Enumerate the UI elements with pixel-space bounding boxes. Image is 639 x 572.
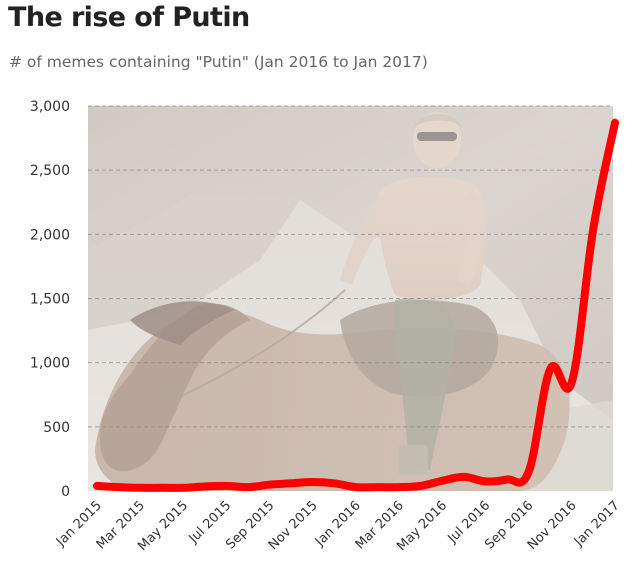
- x-tick-label: Jan 2017: [571, 498, 623, 550]
- series-layer: [93, 118, 619, 492]
- y-tick-label: 3,000: [30, 99, 70, 115]
- chart-subtitle: # of memes containing "Putin" (Jan 2016 …: [9, 53, 428, 71]
- y-tick-label: 0: [61, 484, 70, 500]
- y-tick-label: 2,000: [30, 227, 70, 243]
- y-tick-label: 2,500: [30, 163, 70, 179]
- y-tick-label: 1,500: [30, 292, 70, 308]
- series-line: [93, 118, 619, 492]
- y-tick-label: 1,000: [30, 356, 70, 372]
- chart-title: The rise of Putin: [8, 2, 250, 33]
- y-tick-label: 500: [43, 420, 70, 436]
- y-axis-ticks: 0 500 1,000 1,500 2,000 2,500 3,000: [30, 99, 70, 500]
- grid-lines: [88, 105, 613, 428]
